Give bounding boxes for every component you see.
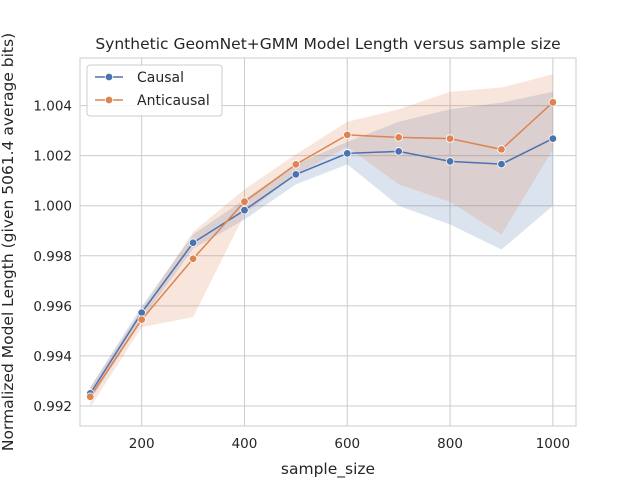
x-tick-label: 600 [334,436,360,452]
chart-title: Synthetic GeomNet+GMM Model Length versu… [95,35,560,53]
y-gridlines [80,105,576,407]
legend-label-causal: Causal [137,70,184,86]
y-tick-label: 1.000 [33,199,72,215]
data-point-causal [188,238,198,247]
x-axis-label: sample_size [281,460,375,479]
data-point-anticausal [240,197,249,206]
data-point-anticausal [497,145,506,154]
data-point-causal [240,206,249,215]
plot-area [80,58,576,426]
series-line-causal [89,137,554,394]
y-tick-label: 1.004 [33,99,72,115]
x-tick-label: 200 [129,436,155,452]
confidence-bands [90,74,553,408]
legend-marker-causal [104,72,114,82]
x-gridlines [141,58,554,426]
data-point-anticausal [394,133,403,142]
series-points [86,98,558,401]
x-tick-labels: 200 400 600 800 1000 [129,436,570,452]
series-lines [89,101,554,398]
legend-marker-anticausal [104,95,114,105]
data-point-causal [137,308,146,317]
data-point-causal [497,159,506,169]
y-tick-label: 0.998 [33,249,72,265]
y-tick-label: 0.996 [33,299,72,315]
x-tick-label: 1000 [536,436,570,452]
y-axis-label: Normalized Model Length (given 5061.4 av… [0,33,17,451]
data-point-causal [343,149,352,158]
legend-label-anticausal: Anticausal [137,93,210,109]
data-point-anticausal [291,160,301,169]
data-point-anticausal [343,130,352,140]
x-tick-label: 400 [232,436,258,452]
data-point-causal [445,157,455,166]
data-point-causal [548,134,558,143]
data-point-anticausal [188,254,198,263]
y-tick-label: 0.992 [33,399,72,415]
plot-frame [79,57,577,427]
series-line-anticausal [89,101,554,398]
data-point-causal [394,147,403,156]
data-point-anticausal [137,315,146,324]
data-point-anticausal [86,392,95,401]
confidence-band-causal [90,91,553,402]
legend: Causal Anticausal [86,64,223,117]
y-tick-label: 1.002 [33,149,72,165]
data-point-anticausal [445,134,455,143]
y-tick-label: 0.994 [33,349,72,365]
data-point-anticausal [548,98,558,107]
x-tick-label: 800 [437,436,463,452]
y-tick-labels: 0.992 0.994 0.996 0.998 1.000 1.002 1.004 [33,99,72,415]
data-point-causal [291,170,301,179]
confidence-band-anticausal [90,74,553,408]
